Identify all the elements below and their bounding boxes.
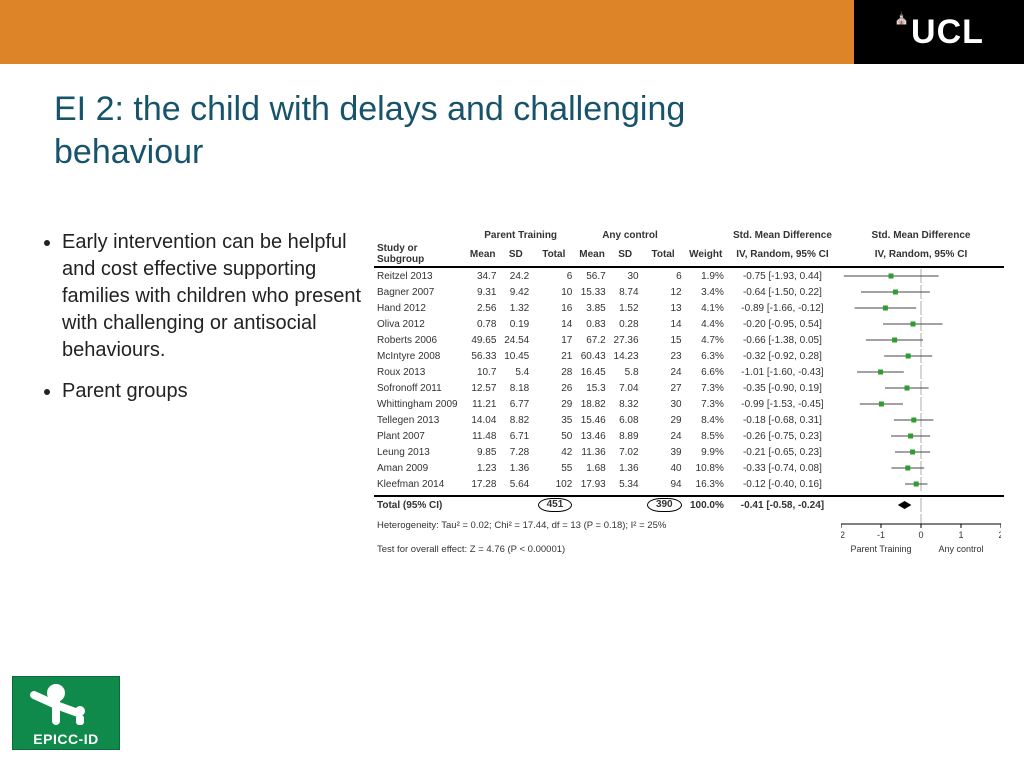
col-plot: IV, Random, 95% CI bbox=[838, 242, 1004, 267]
forest-row: Kleefman 201417.285.6410217.935.349416.3… bbox=[374, 476, 1004, 492]
epicc-text: EPICC-ID bbox=[33, 731, 98, 747]
col-n1: Total bbox=[532, 242, 575, 267]
forest-row: Hand 20122.561.32163.851.52134.1%-0.89 [… bbox=[374, 300, 1004, 316]
effect-header-2: Std. Mean Difference bbox=[838, 229, 1004, 242]
forest-table: Parent Training Any control Std. Mean Di… bbox=[374, 229, 1004, 561]
col-weight: Weight bbox=[685, 242, 727, 267]
content-row: Early intervention can be helpful and co… bbox=[0, 173, 1024, 561]
col-sd1: SD bbox=[499, 242, 532, 267]
epicc-id-logo: EPICC-ID bbox=[12, 676, 120, 750]
forest-plot: Parent Training Any control Std. Mean Di… bbox=[374, 229, 1004, 561]
svg-text:Parent Training: Parent Training bbox=[850, 544, 911, 554]
page-title: EI 2: the child with delays and challeng… bbox=[0, 64, 780, 173]
forest-row: Tellegen 201314.048.823515.466.08298.4%-… bbox=[374, 412, 1004, 428]
forest-row: Bagner 20079.319.421015.338.74123.4%-0.6… bbox=[374, 284, 1004, 300]
header-bar: ⛪ UCL bbox=[0, 0, 1024, 64]
forest-row: Roberts 200649.6524.541767.227.36154.7%-… bbox=[374, 332, 1004, 348]
forest-row: Oliva 20120.780.19140.830.28144.4%-0.20 … bbox=[374, 316, 1004, 332]
forest-row: Leung 20139.857.284211.367.02399.9%-0.21… bbox=[374, 444, 1004, 460]
svg-text:1: 1 bbox=[958, 530, 963, 540]
svg-text:Any control: Any control bbox=[938, 544, 983, 554]
svg-text:0: 0 bbox=[918, 530, 923, 540]
forest-row: Reitzel 201334.724.2656.73061.9%-0.75 [-… bbox=[374, 267, 1004, 284]
effect-header: Std. Mean Difference bbox=[727, 229, 838, 242]
treatment-group-header: Parent Training bbox=[466, 229, 575, 242]
ucl-text: UCL bbox=[911, 13, 984, 52]
bullet-list: Early intervention can be helpful and co… bbox=[40, 229, 368, 405]
forest-row: Roux 201310.75.42816.455.8246.6%-1.01 [-… bbox=[374, 364, 1004, 380]
col-sd2: SD bbox=[609, 242, 642, 267]
col-n2: Total bbox=[642, 242, 685, 267]
col-mean1: Mean bbox=[466, 242, 499, 267]
forest-row: Whittingham 200911.216.772918.828.32307.… bbox=[374, 396, 1004, 412]
ucl-dome-icon: ⛪ bbox=[894, 11, 909, 25]
bullet-item: Parent groups bbox=[62, 378, 368, 405]
svg-text:-2: -2 bbox=[841, 530, 845, 540]
heterogeneity-text: Heterogeneity: Tau² = 0.02; Chi² = 17.44… bbox=[374, 513, 838, 537]
forest-panel: Parent Training Any control Std. Mean Di… bbox=[368, 229, 1004, 561]
col-ci: IV, Random, 95% CI bbox=[727, 242, 838, 267]
family-icon bbox=[26, 681, 106, 733]
forest-row: Plant 200711.486.715013.468.89248.5%-0.2… bbox=[374, 428, 1004, 444]
col-study: Study or Subgroup bbox=[374, 242, 466, 267]
bullet-panel: Early intervention can be helpful and co… bbox=[34, 229, 368, 561]
forest-row: Aman 20091.231.36551.681.364010.8%-0.33 … bbox=[374, 460, 1004, 476]
forest-total-row: Total (95% CI)451390100.0%-0.41 [-0.58, … bbox=[374, 496, 1004, 513]
control-group-header: Any control bbox=[575, 229, 684, 242]
col-mean2: Mean bbox=[575, 242, 608, 267]
forest-row: Sofronoff 201112.578.182615.37.04277.3%-… bbox=[374, 380, 1004, 396]
forest-row: McIntyre 200856.3310.452160.4314.23236.3… bbox=[374, 348, 1004, 364]
svg-text:-1: -1 bbox=[877, 530, 885, 540]
svg-text:2: 2 bbox=[998, 530, 1001, 540]
ucl-logo: ⛪ UCL bbox=[854, 0, 1024, 64]
overall-effect-text: Test for overall effect: Z = 4.76 (P < 0… bbox=[374, 537, 838, 561]
bullet-item: Early intervention can be helpful and co… bbox=[62, 229, 368, 364]
